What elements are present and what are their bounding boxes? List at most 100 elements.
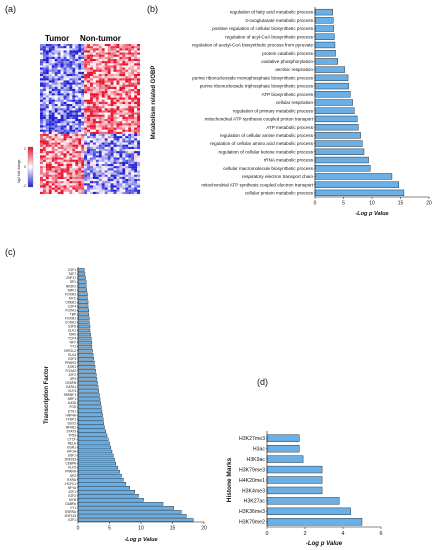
heatmap-cell bbox=[131, 146, 135, 150]
heatmap-cell bbox=[131, 155, 135, 158]
heatmap-cell bbox=[90, 153, 93, 156]
heatmap-cell bbox=[51, 127, 55, 130]
heatmap-cell bbox=[69, 146, 73, 150]
heatmap-cell bbox=[134, 170, 138, 173]
heatmap-cell bbox=[72, 123, 76, 126]
heatmap-cell bbox=[90, 84, 93, 87]
heatmap-cell bbox=[54, 97, 58, 100]
heatmap-cell bbox=[92, 125, 96, 128]
heatmap-cell bbox=[131, 84, 135, 87]
heatmap-cell bbox=[84, 191, 88, 195]
heatmap-cell bbox=[134, 119, 138, 122]
heatmap-cell bbox=[101, 93, 105, 96]
heatmap-cell bbox=[90, 149, 93, 152]
heatmap-cell bbox=[54, 123, 58, 126]
heatmap-cell bbox=[110, 144, 114, 147]
heatmap-cell bbox=[78, 127, 82, 130]
heatmap-cell bbox=[113, 174, 117, 177]
heatmap-cell bbox=[95, 106, 99, 109]
heatmap-cell bbox=[45, 142, 49, 145]
heatmap-cell bbox=[66, 67, 70, 70]
heatmap-cell bbox=[110, 52, 114, 55]
heatmap-cell bbox=[116, 181, 120, 184]
heatmap-cell bbox=[131, 114, 135, 117]
heatmap-cell bbox=[63, 146, 67, 150]
heatmap-cell bbox=[116, 84, 120, 87]
heatmap-cell bbox=[116, 164, 120, 167]
heatmap-cell bbox=[119, 80, 123, 83]
heatmap-cell bbox=[119, 131, 123, 135]
heatmap-cell bbox=[81, 76, 85, 79]
heatmap-cell bbox=[75, 56, 79, 60]
heatmap-cell bbox=[104, 91, 108, 94]
category-label-b-19: cellular macromolecule biosynthetic proc… bbox=[223, 166, 314, 171]
heatmap-cell bbox=[137, 131, 141, 135]
heatmap-cell bbox=[92, 76, 96, 79]
heatmap-cell bbox=[98, 191, 102, 195]
heatmap-cell bbox=[101, 67, 105, 70]
category-label-b-0: regulation of fatty acid metabolic proce… bbox=[230, 10, 314, 15]
heatmap-cell bbox=[134, 50, 138, 53]
heatmap-cell bbox=[72, 191, 76, 195]
heatmap-cell bbox=[107, 112, 111, 115]
heatmap-cell bbox=[101, 179, 105, 182]
heatmap-cell bbox=[90, 159, 93, 162]
heatmap-cell bbox=[40, 131, 43, 135]
heatmap-cell bbox=[40, 142, 43, 145]
heatmap-cell bbox=[101, 176, 105, 180]
heatmap-cell bbox=[92, 157, 96, 160]
heatmap-cell bbox=[84, 82, 88, 85]
heatmap-cell bbox=[137, 110, 141, 113]
category-label-b-18: rRNA metabolic process bbox=[264, 158, 314, 163]
heatmap-cell bbox=[131, 189, 135, 192]
heatmap-cell bbox=[57, 149, 61, 152]
heatmap-cell bbox=[60, 168, 64, 171]
heatmap-cell bbox=[92, 65, 96, 68]
heatmap-cell bbox=[104, 159, 108, 162]
heatmap-cell bbox=[98, 131, 102, 135]
heatmap-cell bbox=[48, 123, 52, 126]
bar-d-8 bbox=[266, 518, 363, 526]
heatmap-cell bbox=[60, 136, 64, 139]
heatmap-cell bbox=[101, 106, 105, 109]
heatmap-cell bbox=[95, 151, 99, 154]
heatmap-cell bbox=[72, 63, 76, 66]
heatmap-cell bbox=[110, 161, 114, 165]
heatmap-cell bbox=[81, 46, 85, 49]
heatmap-cell bbox=[51, 104, 55, 107]
heatmap-cell bbox=[63, 153, 67, 156]
heatmap-cell bbox=[63, 116, 67, 120]
heatmap-cell bbox=[95, 99, 99, 102]
heatmap-cell bbox=[75, 146, 79, 150]
heatmap-cell bbox=[60, 97, 64, 100]
heatmap-cell bbox=[54, 61, 58, 64]
heatmap-cell bbox=[95, 142, 99, 145]
heatmap-cell bbox=[75, 95, 79, 98]
heatmap-cell bbox=[104, 110, 108, 113]
heatmap-cell bbox=[81, 65, 85, 68]
heatmap-cell bbox=[92, 119, 96, 122]
heatmap-cell bbox=[75, 82, 79, 85]
heatmap-cell bbox=[42, 146, 46, 150]
heatmap-cell bbox=[101, 161, 105, 165]
heatmap-cell bbox=[51, 166, 55, 169]
category-label-c-28: CEBPB bbox=[65, 381, 76, 385]
heatmap-cell bbox=[54, 106, 58, 109]
heatmap-cell bbox=[134, 101, 138, 105]
heatmap-cell bbox=[128, 129, 132, 132]
heatmap-cell bbox=[48, 108, 52, 111]
heatmap-cell bbox=[72, 142, 76, 145]
heatmap-cell bbox=[75, 84, 79, 87]
heatmap-cell bbox=[92, 61, 96, 64]
heatmap-cell bbox=[110, 97, 114, 100]
heatmap-cell bbox=[40, 95, 43, 98]
heatmap-cell bbox=[104, 67, 108, 70]
heatmap-cell bbox=[107, 82, 111, 85]
heatmap-cell bbox=[104, 134, 108, 137]
heatmap-cell bbox=[54, 80, 58, 83]
heatmap-cell bbox=[40, 146, 43, 150]
heatmap-cell bbox=[45, 101, 49, 105]
heatmap-cell bbox=[84, 89, 88, 92]
heatmap-cell bbox=[92, 82, 96, 85]
category-label-b-6: oxidative phosphorylation bbox=[261, 59, 313, 64]
